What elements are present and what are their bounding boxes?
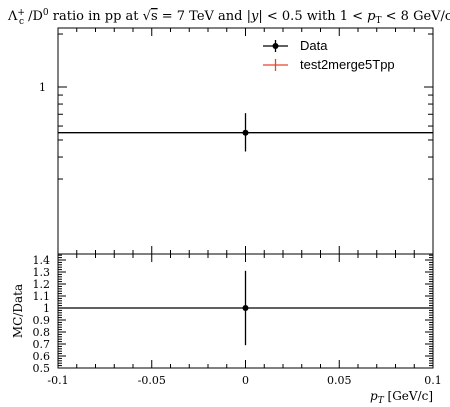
ratio-ytick-label: 0.7 [33, 338, 51, 351]
ratio-ytick-label: 1.4 [33, 254, 51, 267]
ratio-ylabel: MC/Data [11, 284, 25, 338]
main-panel-ticks [57, 28, 434, 254]
xtick-label: -0.05 [138, 374, 166, 387]
ratio-ytick-label: 0.5 [33, 362, 51, 375]
ratio-ytick-label: 1.3 [33, 266, 51, 279]
ratio-ytick-label: 1 [43, 302, 50, 315]
ratio-ytick-label: 0.6 [33, 350, 51, 363]
ratio-ytick-label: 1.2 [33, 278, 51, 291]
x-axis-label: pT [GeV/c] [370, 389, 433, 406]
ratio-point [242, 305, 249, 311]
ratio-ytick-label: 0.8 [33, 326, 51, 339]
legend-label-mc: test2merge5Tpp [300, 57, 395, 72]
ratio-ytick-label: 0.9 [33, 314, 51, 327]
ratio-ytick-labels: 1.41.31.21.110.90.80.70.60.5 [33, 254, 51, 375]
legend-label-data: Data [300, 38, 328, 53]
legend-data-marker [272, 43, 279, 49]
legend-entry-mc: test2merge5Tpp [263, 57, 395, 72]
legend-entry-data: Data [263, 38, 328, 53]
chart-title: Λ+ c /D0 ratio in pp at √s = 7 TeV and |y… [7, 8, 450, 27]
main-ytick-label: 1 [39, 81, 46, 94]
xtick-labels: -0.1 -0.05 0 0.05 0.1 [47, 374, 441, 387]
xtick-label: 0.1 [424, 374, 442, 387]
xtick-label: -0.1 [47, 374, 68, 387]
data-point [242, 129, 249, 136]
legend: Data test2merge5Tpp [263, 38, 395, 72]
ratio-ytick-label: 1.1 [33, 290, 51, 303]
xtick-label: 0.05 [327, 374, 352, 387]
ratio-panel-ticks [57, 254, 434, 369]
xtick-label: 0 [242, 374, 249, 387]
main-data-series [58, 113, 433, 152]
ratio-data-series [58, 270, 433, 346]
